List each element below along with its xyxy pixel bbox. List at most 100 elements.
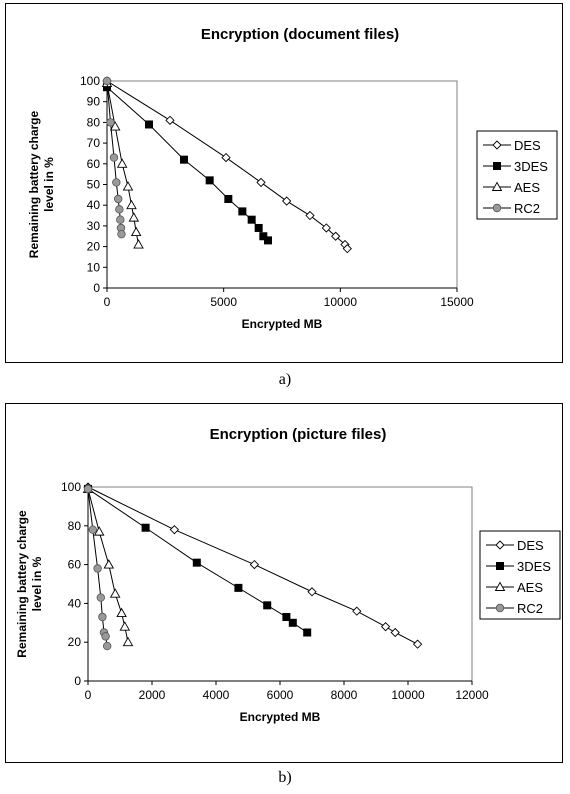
x-tick-label: 10000 — [324, 295, 358, 309]
x-tick-label: 2000 — [139, 688, 166, 702]
chart-frame — [5, 403, 563, 763]
legend-entry-3des: 3DES — [486, 559, 551, 574]
y-tick-label: 100 — [80, 74, 100, 88]
legend-marker — [495, 540, 505, 550]
legend-label: DES — [517, 538, 544, 553]
data-point-3des — [145, 120, 153, 129]
legend-entry-3des: 3DES — [483, 159, 548, 174]
data-point-3des — [224, 194, 233, 203]
legend-label: AES — [517, 580, 543, 595]
legend-entry-aes: AES — [483, 180, 540, 195]
x-tick-label: 8000 — [331, 688, 358, 702]
legend-entry-rc2: RC2 — [486, 601, 543, 616]
chart-frame — [5, 3, 563, 363]
data-point-3des — [254, 223, 263, 232]
x-tick-label: 6000 — [267, 688, 294, 702]
x-tick-label: 12000 — [455, 688, 489, 702]
legend-label: AES — [514, 180, 540, 195]
data-point-aes — [109, 588, 121, 598]
x-tick-label: 10000 — [391, 688, 425, 702]
series-line-3des — [106, 86, 269, 241]
chart-title: Encryption (picture files) — [210, 426, 387, 443]
chart-title: Encryption (document files) — [201, 26, 399, 43]
y-tick-label: 80 — [87, 115, 101, 129]
legend-entry-rc2: RC2 — [483, 201, 540, 216]
legend-entry-des: DES — [483, 138, 541, 153]
data-point-des — [256, 177, 266, 188]
series-des — [102, 76, 352, 254]
data-point-rc2 — [102, 76, 112, 86]
caption-b: b) — [278, 769, 292, 786]
data-point-aes — [116, 607, 127, 618]
series-3des — [103, 83, 272, 245]
y-axis-label: Remaining battery chargelevel in % — [15, 510, 44, 658]
data-point-3des — [288, 618, 297, 627]
data-point-aes — [133, 239, 144, 249]
y-tick-label: 60 — [68, 558, 82, 572]
caption-a: a) — [278, 371, 292, 388]
legend-marker — [496, 562, 504, 570]
data-point-aes — [122, 181, 134, 191]
data-point-des — [169, 525, 180, 535]
y-tick-label: 10 — [87, 260, 101, 274]
data-point-rc2 — [116, 215, 125, 224]
y-tick-label: 0 — [74, 674, 81, 688]
data-point-des — [249, 559, 260, 570]
series-rc2 — [83, 484, 112, 651]
x-axis-label: Encrypted MB — [242, 317, 323, 331]
data-point-3des — [141, 523, 150, 532]
series-rc2 — [102, 76, 126, 239]
data-point-des — [352, 606, 362, 616]
data-point-des — [307, 587, 317, 597]
data-point-aes — [128, 212, 140, 222]
data-point-3des — [192, 558, 201, 567]
y-tick-label: 60 — [87, 157, 101, 171]
y-tick-label: 50 — [87, 178, 101, 192]
legend-box — [479, 530, 561, 620]
legend-label: RC2 — [514, 201, 540, 216]
legend-box — [476, 130, 558, 220]
legend-marker — [491, 181, 503, 191]
y-axis-label-line: level in % — [42, 157, 56, 212]
data-point-des — [342, 244, 352, 254]
data-point-rc2 — [88, 525, 97, 534]
data-point-rc2 — [102, 641, 112, 651]
x-tick-label: 0 — [85, 688, 92, 702]
data-point-des — [165, 115, 175, 125]
data-point-aes — [116, 158, 128, 168]
data-point-3des — [238, 207, 247, 216]
data-point-des — [321, 223, 331, 233]
data-point-rc2 — [83, 484, 93, 494]
data-point-3des — [264, 236, 272, 245]
y-tick-label: 70 — [87, 136, 101, 150]
data-point-rc2 — [112, 178, 121, 187]
data-point-aes — [119, 621, 131, 631]
data-point-aes — [122, 636, 134, 647]
y-tick-label: 40 — [87, 198, 101, 212]
data-point-des — [331, 231, 341, 241]
y-axis-label: Remaining battery chargelevel in % — [27, 110, 56, 258]
y-tick-label: 0 — [93, 281, 100, 295]
x-tick-label: 5000 — [210, 295, 237, 309]
legend-marker — [493, 162, 501, 170]
y-tick-label: 90 — [87, 95, 101, 109]
data-point-rc2 — [96, 593, 105, 602]
data-point-des — [282, 196, 292, 206]
y-axis-label-line: Remaining battery charge — [27, 110, 41, 258]
data-point-aes — [109, 121, 121, 131]
data-point-3des — [282, 612, 291, 621]
chart-document-files: Encryption (document files) 0 10 20 30 40 50 60… — [5, 3, 563, 363]
data-point-des — [380, 622, 391, 632]
data-point-3des — [303, 628, 312, 637]
data-point-des — [412, 639, 423, 649]
chart-panel-b: Encryption (picture files) 0 20 40 60 80 100 0 2… — [5, 403, 563, 763]
data-point-aes — [93, 526, 105, 536]
legend-marker — [492, 203, 502, 213]
legend-marker — [494, 581, 506, 591]
data-point-3des — [263, 601, 272, 610]
data-point-3des — [247, 215, 256, 224]
data-point-rc2 — [113, 194, 123, 204]
data-point-aes — [103, 559, 115, 569]
data-point-3des — [180, 155, 188, 164]
data-point-des — [305, 210, 315, 221]
